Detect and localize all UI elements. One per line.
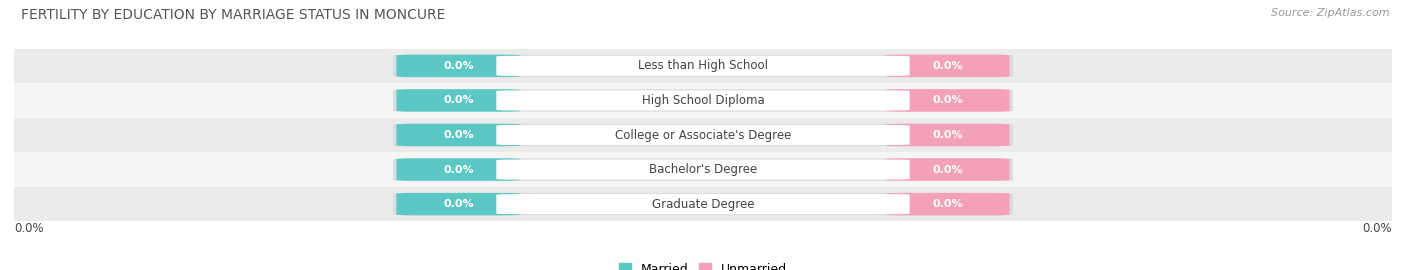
Text: 0.0%: 0.0% xyxy=(443,164,474,175)
FancyBboxPatch shape xyxy=(496,160,910,180)
Text: 0.0%: 0.0% xyxy=(932,61,963,71)
FancyBboxPatch shape xyxy=(496,90,910,110)
Text: Graduate Degree: Graduate Degree xyxy=(652,198,754,211)
Bar xyxy=(14,187,1392,221)
FancyBboxPatch shape xyxy=(886,124,1010,146)
Text: 0.0%: 0.0% xyxy=(443,199,474,209)
FancyBboxPatch shape xyxy=(396,124,520,146)
Text: 0.0%: 0.0% xyxy=(443,61,474,71)
Text: High School Diploma: High School Diploma xyxy=(641,94,765,107)
FancyBboxPatch shape xyxy=(396,55,520,77)
Legend: Married, Unmarried: Married, Unmarried xyxy=(613,258,793,270)
FancyBboxPatch shape xyxy=(392,193,1014,215)
FancyBboxPatch shape xyxy=(886,55,1010,77)
Bar xyxy=(14,49,1392,83)
FancyBboxPatch shape xyxy=(886,193,1010,215)
FancyBboxPatch shape xyxy=(392,89,1014,112)
Text: 0.0%: 0.0% xyxy=(932,130,963,140)
FancyBboxPatch shape xyxy=(396,158,520,181)
Text: College or Associate's Degree: College or Associate's Degree xyxy=(614,129,792,141)
FancyBboxPatch shape xyxy=(886,158,1010,181)
Text: 0.0%: 0.0% xyxy=(443,95,474,106)
FancyBboxPatch shape xyxy=(496,194,910,214)
Text: Bachelor's Degree: Bachelor's Degree xyxy=(650,163,756,176)
Text: 0.0%: 0.0% xyxy=(443,130,474,140)
Text: 0.0%: 0.0% xyxy=(932,95,963,106)
FancyBboxPatch shape xyxy=(392,124,1014,146)
FancyBboxPatch shape xyxy=(886,89,1010,112)
Text: FERTILITY BY EDUCATION BY MARRIAGE STATUS IN MONCURE: FERTILITY BY EDUCATION BY MARRIAGE STATU… xyxy=(21,8,446,22)
Text: 0.0%: 0.0% xyxy=(932,199,963,209)
Text: 0.0%: 0.0% xyxy=(14,222,44,235)
Bar xyxy=(14,83,1392,118)
Bar xyxy=(14,152,1392,187)
Text: 0.0%: 0.0% xyxy=(1362,222,1392,235)
Bar xyxy=(14,118,1392,152)
Text: Source: ZipAtlas.com: Source: ZipAtlas.com xyxy=(1271,8,1389,18)
FancyBboxPatch shape xyxy=(392,55,1014,77)
Text: 0.0%: 0.0% xyxy=(932,164,963,175)
FancyBboxPatch shape xyxy=(392,158,1014,181)
Text: Less than High School: Less than High School xyxy=(638,59,768,72)
FancyBboxPatch shape xyxy=(396,89,520,112)
FancyBboxPatch shape xyxy=(396,193,520,215)
FancyBboxPatch shape xyxy=(496,125,910,145)
FancyBboxPatch shape xyxy=(496,56,910,76)
